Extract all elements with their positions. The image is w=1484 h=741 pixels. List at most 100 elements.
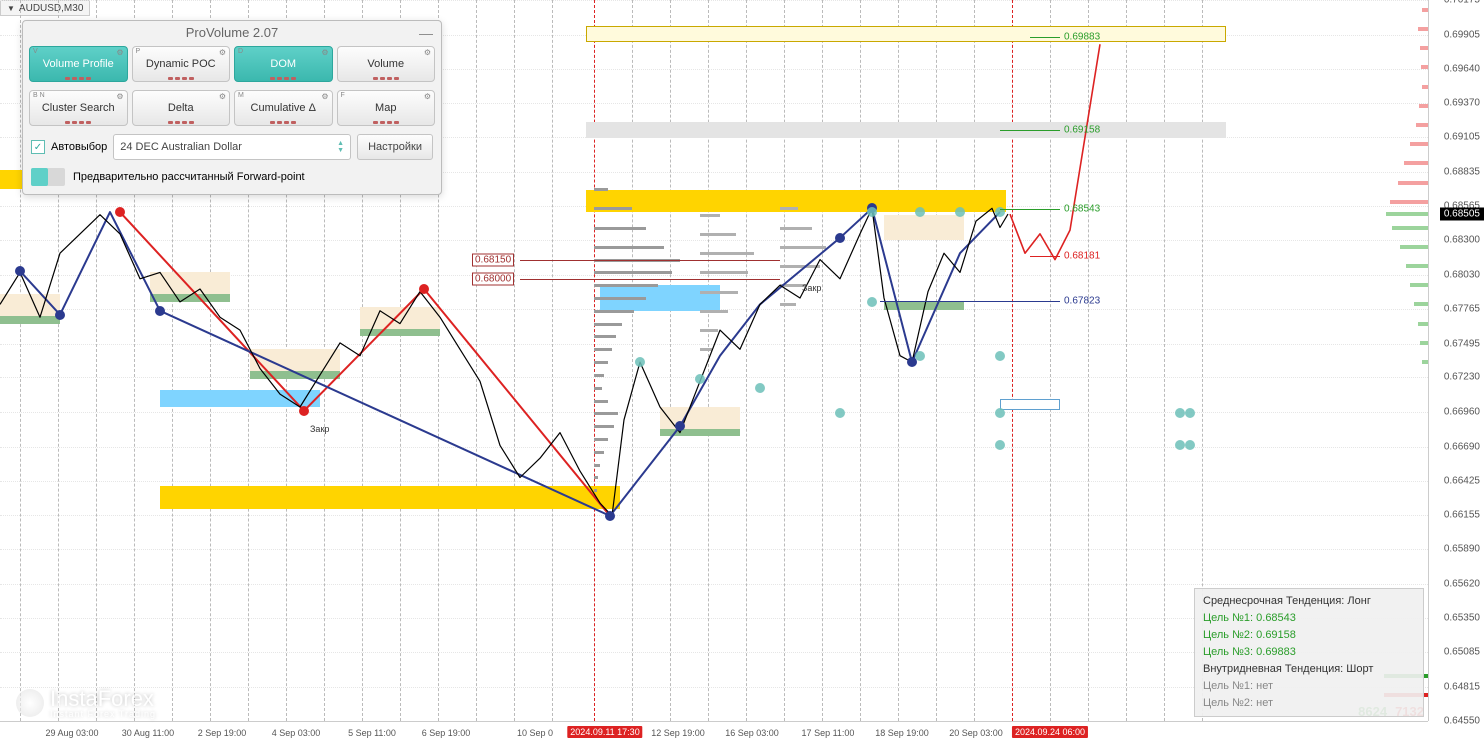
teal-dot bbox=[695, 374, 705, 384]
gear-icon[interactable]: ⚙ bbox=[116, 48, 123, 57]
price-level-label: 0.69158 bbox=[1062, 125, 1102, 136]
minimize-icon[interactable]: — bbox=[419, 25, 433, 41]
x-tick-label: 2024.09.24 06:00 bbox=[1012, 726, 1088, 738]
x-tick-label: 20 Sep 03:00 bbox=[949, 728, 1003, 738]
mid-trend-label: Среднесрочная Тенденция: bbox=[1203, 595, 1344, 607]
side-hist-bar bbox=[1392, 226, 1428, 230]
target-label: Цель №2: bbox=[1203, 697, 1253, 709]
price-level-label: 0.67823 bbox=[1062, 296, 1102, 307]
target-value: нет bbox=[1256, 680, 1273, 692]
tab-cluster-search[interactable]: B N⚙Cluster Search bbox=[29, 90, 128, 126]
y-tick-label: 0.66690 bbox=[1444, 441, 1480, 452]
teal-dot bbox=[995, 440, 1005, 450]
y-tick-label: 0.69905 bbox=[1444, 29, 1480, 40]
gear-icon[interactable]: ⚙ bbox=[116, 92, 123, 101]
brand-sub: Instant Forex Trading bbox=[50, 709, 156, 719]
teal-dot bbox=[635, 357, 645, 367]
teal-dot bbox=[955, 207, 965, 217]
y-tick-label: 0.64550 bbox=[1444, 716, 1480, 727]
gear-icon[interactable]: ⚙ bbox=[424, 92, 431, 101]
swing-dot bbox=[55, 310, 65, 320]
current-price-marker: 0.68505 bbox=[1440, 208, 1484, 221]
side-hist-bar bbox=[1416, 123, 1428, 127]
tab-dom[interactable]: D⚙DOM bbox=[234, 46, 333, 82]
sun-icon bbox=[16, 689, 44, 717]
side-hist-bar bbox=[1418, 322, 1428, 326]
gear-icon[interactable]: ⚙ bbox=[219, 92, 226, 101]
x-tick-label: 2 Sep 19:00 bbox=[198, 728, 247, 738]
side-hist-bar bbox=[1390, 200, 1428, 204]
side-hist-bar bbox=[1404, 161, 1428, 165]
window-title: ProVolume 2.07 bbox=[186, 25, 279, 40]
tab-label: Delta bbox=[168, 102, 194, 114]
gear-icon[interactable]: ⚙ bbox=[424, 48, 431, 57]
target-value: 0.69158 bbox=[1256, 629, 1296, 641]
tab-label: Cumulative Δ bbox=[251, 102, 316, 114]
trend-info-panel: Среднесрочная Тенденция: Лонг Цель №1: 0… bbox=[1194, 588, 1424, 717]
target-label: Цель №1: bbox=[1203, 680, 1253, 692]
side-hist-bar bbox=[1419, 104, 1428, 108]
auto-label: Автовыбор bbox=[51, 141, 107, 153]
gear-icon[interactable]: ⚙ bbox=[321, 48, 328, 57]
side-hist-bar bbox=[1418, 27, 1428, 31]
x-tick-label: 10 Sep 0 bbox=[517, 728, 553, 738]
tab-volume-profile[interactable]: V⚙Volume Profile bbox=[29, 46, 128, 82]
brand-logo: InstaForex Instant Forex Trading bbox=[16, 686, 156, 719]
x-tick-label: 6 Sep 19:00 bbox=[422, 728, 471, 738]
mid-trend-value: Лонг bbox=[1347, 595, 1370, 607]
target-value: 0.68543 bbox=[1256, 612, 1296, 624]
y-tick-label: 0.66425 bbox=[1444, 475, 1480, 486]
x-tick-label: 17 Sep 11:00 bbox=[802, 728, 855, 738]
tab-cumulative-[interactable]: M⚙Cumulative Δ bbox=[234, 90, 333, 126]
y-tick-label: 0.68300 bbox=[1444, 235, 1480, 246]
tab-dynamic-poc[interactable]: P⚙Dynamic POC bbox=[132, 46, 231, 82]
teal-dot bbox=[867, 297, 877, 307]
provolume-window[interactable]: ProVolume 2.07 — V⚙Volume ProfileP⚙Dynam… bbox=[22, 20, 442, 195]
tab-label: Dynamic POC bbox=[146, 58, 216, 70]
window-title-bar[interactable]: ProVolume 2.07 — bbox=[23, 21, 441, 42]
settings-button[interactable]: Настройки bbox=[357, 134, 433, 160]
y-tick-label: 0.66960 bbox=[1444, 407, 1480, 418]
price-level-line bbox=[520, 260, 780, 261]
price-level-line bbox=[1000, 130, 1060, 131]
x-tick-label: 2024.09.11 17:30 bbox=[567, 726, 642, 738]
teal-dot bbox=[755, 383, 765, 393]
x-tick-label: 5 Sep 11:00 bbox=[348, 728, 396, 738]
teal-dot bbox=[835, 408, 845, 418]
chart-annotation: Закр bbox=[310, 424, 329, 434]
teal-dot bbox=[867, 207, 877, 217]
gear-icon[interactable]: ⚙ bbox=[219, 48, 226, 57]
y-tick-label: 0.67765 bbox=[1444, 303, 1480, 314]
target-value: нет bbox=[1256, 697, 1273, 709]
side-hist-bar bbox=[1386, 212, 1428, 216]
intra-trend-label: Внутридневная Тенденция: bbox=[1203, 663, 1343, 675]
forward-toggle[interactable] bbox=[31, 168, 65, 186]
tab-label: DOM bbox=[270, 58, 296, 70]
auto-checkbox[interactable]: ✓ bbox=[31, 140, 45, 154]
target-value: 0.69883 bbox=[1256, 646, 1296, 658]
tab-volume[interactable]: ⚙Volume bbox=[337, 46, 436, 82]
x-tick-label: 30 Aug 11:00 bbox=[122, 728, 174, 738]
tab-map[interactable]: F⚙Map bbox=[337, 90, 436, 126]
y-axis: 0.701750.699050.696400.693700.691050.688… bbox=[1428, 0, 1484, 721]
instrument-select[interactable]: 24 DEC Australian Dollar ▲▼ bbox=[113, 134, 351, 160]
price-level-line bbox=[520, 279, 780, 280]
side-hist-bar bbox=[1410, 283, 1428, 287]
swing-dot bbox=[299, 406, 309, 416]
tab-delta[interactable]: ⚙ Delta bbox=[132, 90, 231, 126]
y-tick-label: 0.65085 bbox=[1444, 647, 1480, 658]
teal-dot bbox=[1185, 408, 1195, 418]
x-tick-label: 12 Sep 19:00 bbox=[651, 728, 705, 738]
price-level-label: 0.68150 bbox=[472, 253, 514, 266]
swing-dot bbox=[419, 284, 429, 294]
price-level-line bbox=[1000, 209, 1060, 210]
side-hist-bar bbox=[1420, 46, 1428, 50]
gear-icon[interactable]: ⚙ bbox=[321, 92, 328, 101]
spin-icon[interactable]: ▲▼ bbox=[337, 140, 344, 154]
tab-label: Cluster Search bbox=[42, 102, 115, 114]
price-level-label: 0.68181 bbox=[1062, 250, 1102, 261]
tab-label: Map bbox=[375, 102, 396, 114]
brand-name: InstaForex bbox=[50, 686, 154, 711]
side-hist-bar bbox=[1410, 142, 1428, 146]
swing-dot bbox=[15, 266, 25, 276]
